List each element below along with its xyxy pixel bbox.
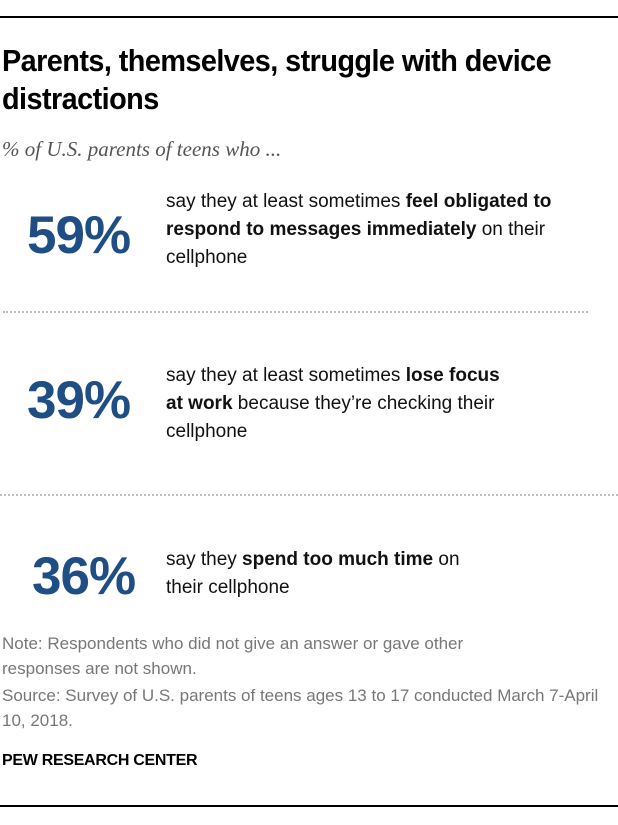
stat-value-2: 39% [27,371,131,430]
stat-2-text-c: because they’re checking their cellphone [166,393,495,442]
stat-3-text-a: say they [166,549,243,570]
stat-2-text-a: say they at least sometimes [166,365,406,386]
stat-description-1: say they at least sometimes feel obligat… [166,188,606,272]
bottom-rule [0,805,618,807]
stat-description-2: say they at least sometimes lose focus a… [166,362,511,446]
source-text: Source: Survey of U.S. parents of teens … [2,686,599,730]
note-text: Note: Respondents who did not give an an… [2,634,464,678]
stat-value-1: 59% [27,206,131,265]
chart-subtitle: % of U.S. parents of teens who ... [2,137,282,161]
divider-1 [3,311,588,313]
stat-value-3: 36% [32,547,136,606]
stat-description-3: say they spend too much time on their ce… [166,546,496,602]
stat-1-text-b: feel obligated to respond to messages im… [166,191,552,240]
divider-2 [0,494,618,496]
stat-1-text-a: say they at least sometimes [166,191,406,212]
stat-3-text-b: spend too much time [242,549,434,570]
brand-label: PEW RESEARCH CENTER [2,752,198,769]
stat-2-text-b: lose focus at work [166,365,500,414]
top-rule [0,16,618,18]
stat-3-text-c: on their cellphone [166,549,460,598]
stat-1-text-c: on their cellphone [166,219,546,268]
chart-title: Parents, themselves, struggle with devic… [2,43,552,116]
